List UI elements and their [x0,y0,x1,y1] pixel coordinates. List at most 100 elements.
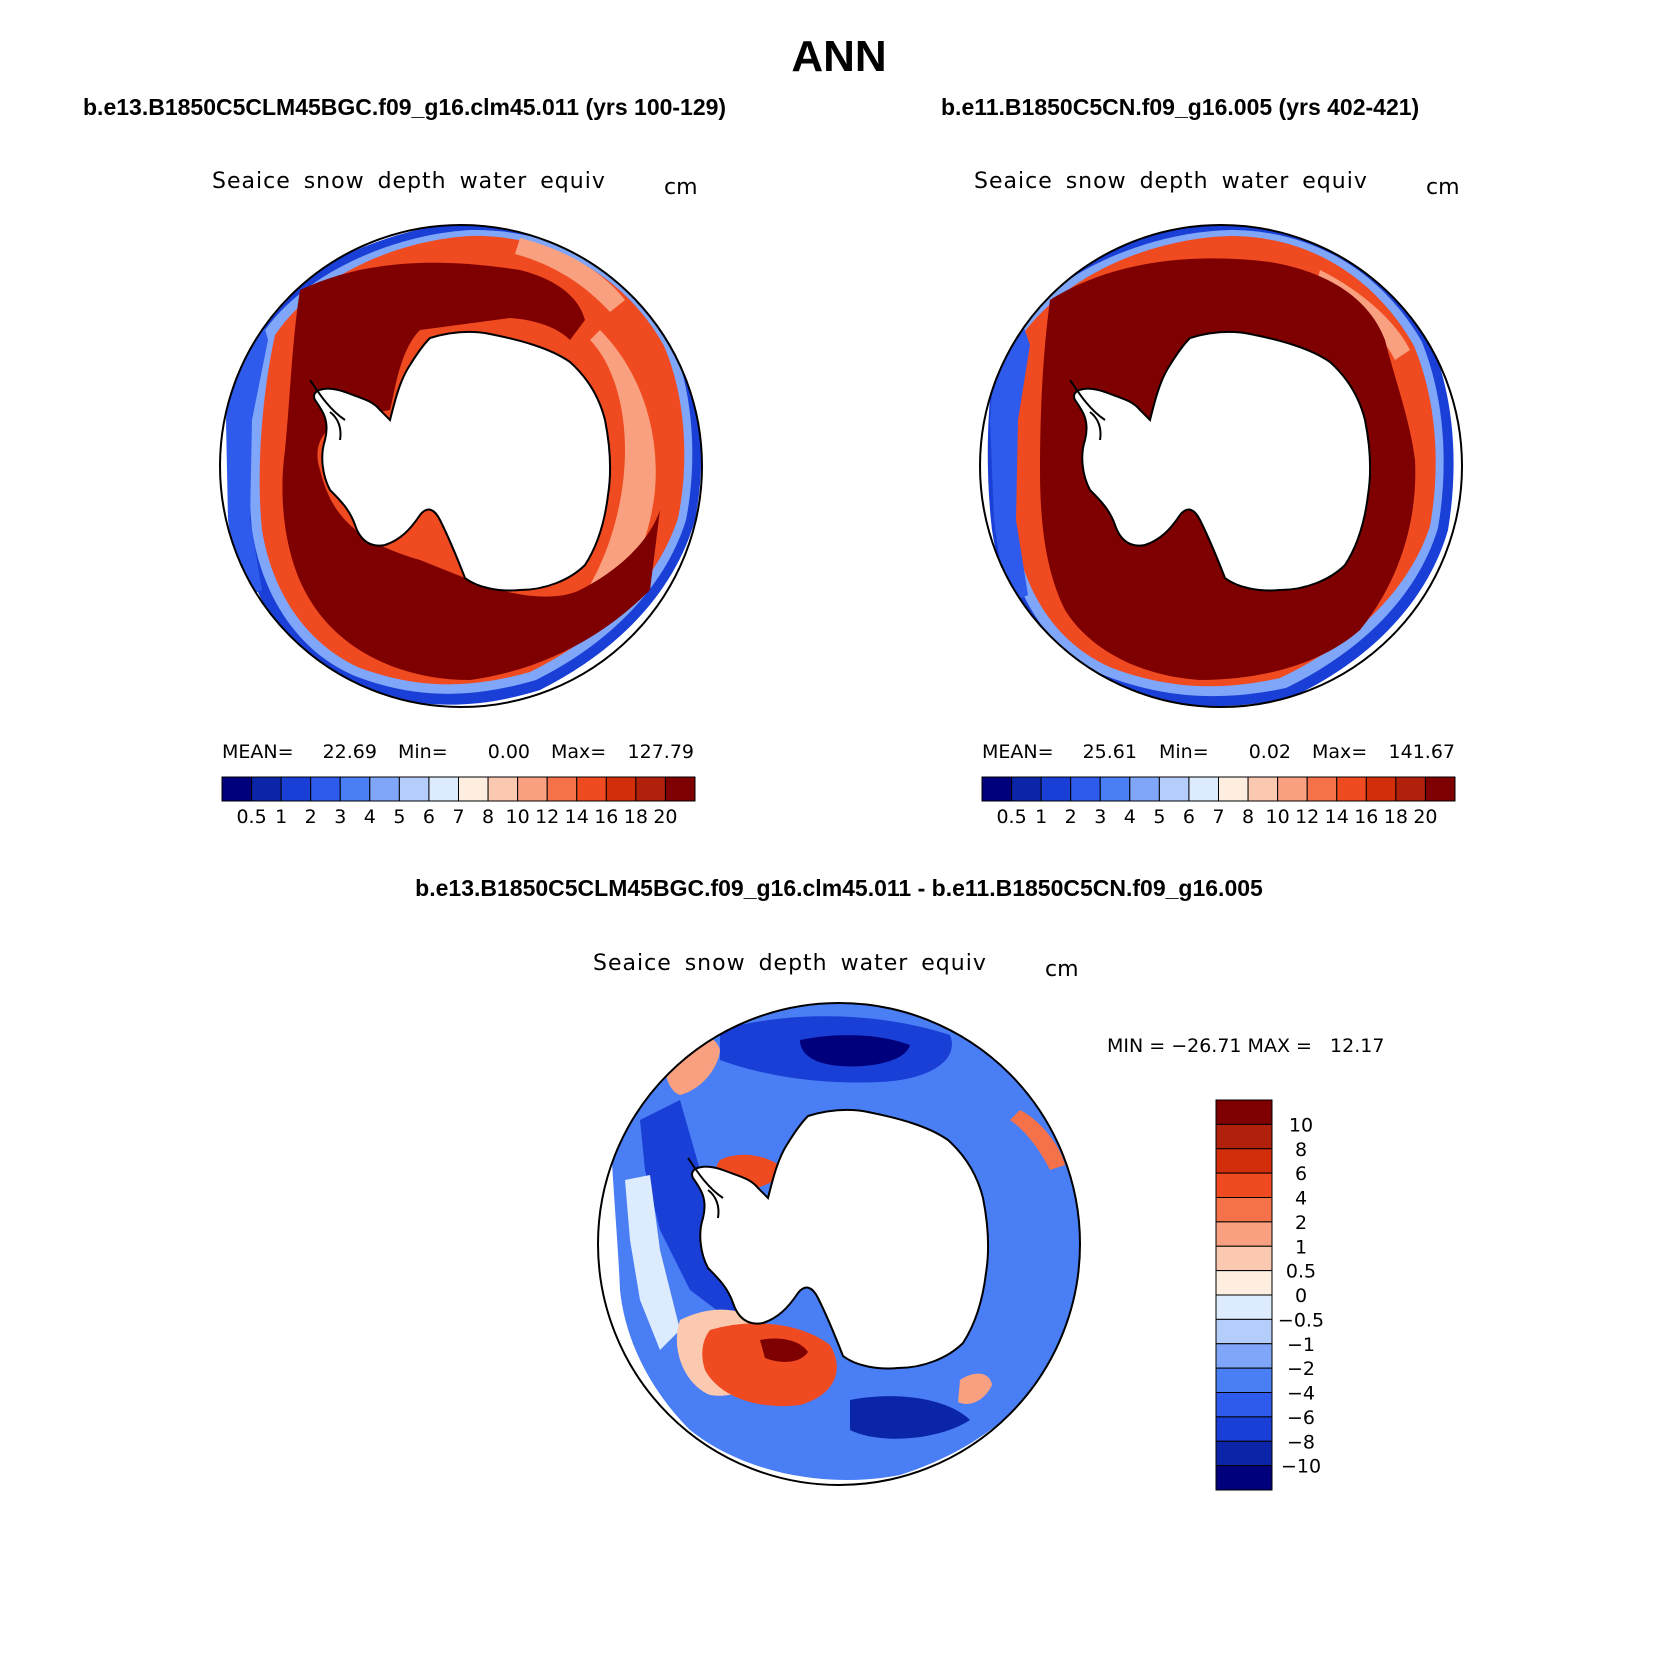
panel2-colorbar-swatch [1277,776,1308,802]
panel2-mean-label: MEAN= [982,741,1054,763]
diff-colorbar-tick-label: 4 [1295,1188,1307,1210]
diff-variable-label: Seaice snow depth water equiv [593,951,987,976]
panel2-colorbar-swatch [1365,776,1397,802]
diff-colorbar-swatch [1215,1294,1273,1320]
panel2-colorbar-tick-label: 8 [1242,806,1254,828]
panel2-colorbar-tick-label: 3 [1094,806,1106,828]
panel1-min-value: 0.00 [488,741,530,763]
panel1-colorbar-swatch [517,776,548,802]
panel1-colorbar-tick-label: 12 [535,806,559,828]
panel2-colorbar-swatch [1424,776,1456,802]
panel1-colorbar-tick-label: 14 [565,806,589,828]
panel2-ice-blue-west [990,322,1030,605]
panel1-colorbar-swatch [280,776,312,802]
diff-colorbar-swatch [1215,1099,1273,1125]
panel1-case-title: b.e13.B1850C5CLM45BGC.f09_g16.clm45.011 … [83,94,726,120]
panel2-colorbar-tick-label: 6 [1183,806,1195,828]
panel1-map [220,225,702,707]
diff-colorbar-tick-label: 8 [1295,1139,1307,1161]
panel-1: Seaice snow depth water equiv cm MEAN= 2… [212,169,703,828]
diff-colorbar-tick-label: 2 [1295,1212,1307,1234]
panel1-peninsula [309,379,346,441]
panel2-colorbar-swatch [1158,776,1190,802]
panel1-colorbar-swatch [576,776,607,802]
panel2-units-label: cm [1426,175,1460,200]
panel1-max-value: 127.79 [628,741,694,763]
diff-field-pale-west [625,1175,680,1350]
panel2-colorbar-swatch [1218,776,1249,802]
panel1-colorbar-swatch [428,776,459,802]
diff-colorbar-tick-label: 6 [1295,1163,1307,1185]
diff-minmax-label: MIN = −26.71 MAX = 12.17 [1107,1035,1384,1057]
panel2-min-label: Min= [1159,741,1209,763]
panel1-colorbar-swatch [310,776,341,802]
diff-colorbar-tick-label: 10 [1289,1114,1313,1136]
panel2-colorbar-swatch [1099,776,1131,802]
panel1-mean-label: MEAN= [222,741,294,763]
panel1-map-border [219,224,703,708]
panel2-colorbar-tick-label: 2 [1065,806,1077,828]
panel2-map-border [979,224,1463,708]
diff-colorbar: 10 86 421 0.50−0.5 −1−2 −4−6−8 −10 [1215,1099,1324,1491]
diff-colorbar-tick-label: −2 [1287,1358,1315,1380]
panel1-colorbar-tick-label: 16 [594,806,618,828]
panel2-antarctica [1073,330,1372,592]
diff-colorbar-tick-label: −6 [1287,1407,1315,1429]
diff-colorbar-tick-label: 0 [1295,1285,1307,1307]
panel1-colorbar-tick-label: 3 [334,806,346,828]
panel2-colorbar-tick-label: 4 [1124,806,1136,828]
diff-colorbar-swatch [1215,1416,1273,1442]
panel2-colorbar-tick-label: 14 [1325,806,1349,828]
diff-map [598,1003,1080,1485]
panel2-map [980,225,1462,707]
panel1-ice-darkred-core [282,262,660,680]
panel1-colorbar-swatch [664,776,696,802]
panel2-colorbar-tick-label: 5 [1153,806,1165,828]
panel1-colorbar-tick-label: 20 [653,806,677,828]
diff-colorbar-tick-label: −1 [1287,1334,1315,1356]
diff-colorbar-swatch [1215,1197,1273,1223]
diff-case-title: b.e13.B1850C5CLM45BGC.f09_g16.clm45.011 … [415,875,1263,901]
panel1-colorbar-swatch [369,776,400,802]
panel1-colorbar-tick-label: 0.5 [236,806,266,828]
panel2-peninsula [1069,379,1106,441]
diff-field-navy-south [850,1396,970,1439]
diff-colorbar-swatch [1215,1343,1273,1369]
panel1-colorbar-tick-label: 7 [452,806,464,828]
panel1-colorbar-swatch [221,776,253,802]
panel-2: Seaice snow depth water equiv cm MEAN= 2… [974,169,1463,828]
panel2-case-title: b.e11.B1850C5CN.f09_g16.005 (yrs 402-421… [941,94,1419,120]
diff-colorbar-swatch [1215,1318,1273,1345]
panel1-colorbar-swatch [339,776,371,802]
panel1-colorbar-swatch [546,776,578,802]
panel2-colorbar-swatch [1395,776,1426,802]
diff-colorbar-tick-label: −10 [1281,1456,1321,1478]
panel2-colorbar-swatch [1040,776,1072,802]
panel2-colorbar-tick-label: 16 [1354,806,1378,828]
panel2-colorbar-swatch [1306,776,1338,802]
panel2-mean-value: 25.61 [1083,741,1137,763]
panel2-colorbar-swatch [1247,776,1279,802]
diff-colorbar-tick-label: −0.5 [1278,1309,1324,1331]
diff-colorbar-tick-label: 0.5 [1286,1261,1316,1283]
panel1-colorbar-tick-label: 5 [393,806,405,828]
diff-colorbar-swatch [1215,1123,1273,1150]
panel2-variable-label: Seaice snow depth water equiv [974,169,1368,194]
diff-colorbar-swatch [1215,1392,1273,1418]
panel1-ice-salmon-east [590,330,656,600]
panel1-colorbar-swatch [458,776,489,802]
panel2-colorbar-swatch [1188,776,1219,802]
panel2-colorbar-tick-label: 10 [1266,806,1290,828]
panel1-colorbar-swatch [635,776,666,802]
diff-colorbar-swatch [1215,1465,1273,1491]
panel1-colorbar-tick-label: 18 [624,806,648,828]
panel2-colorbar-swatch [1070,776,1101,802]
diff-colorbar-swatch [1215,1221,1273,1247]
panel1-min-label: Min= [398,741,448,763]
diff-field-darknavy-north [800,1035,910,1067]
diff-panel: b.e13.B1850C5CLM45BGC.f09_g16.clm45.011 … [415,875,1384,1491]
panel2-colorbar-tick-label: 12 [1295,806,1319,828]
diff-colorbar-tick-label: −4 [1287,1383,1315,1405]
diff-colorbar-swatch [1215,1172,1273,1198]
